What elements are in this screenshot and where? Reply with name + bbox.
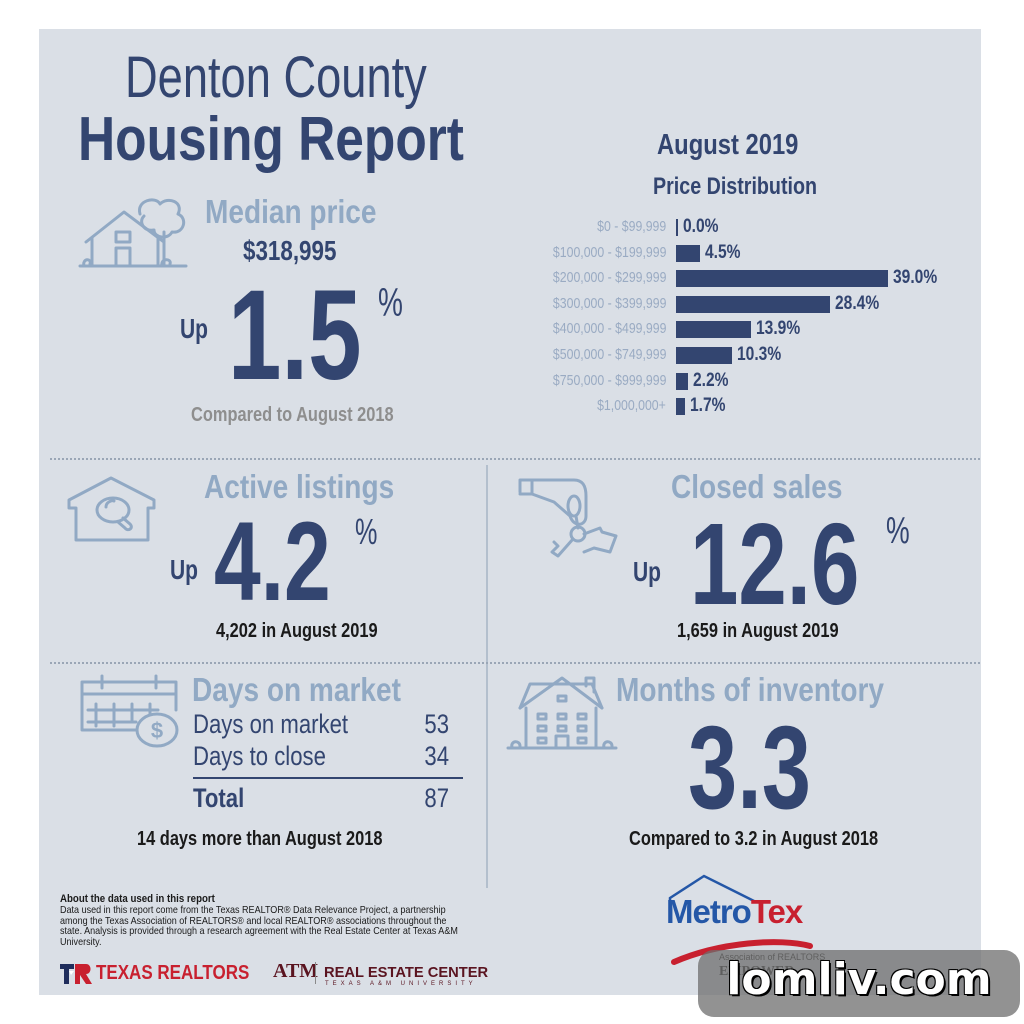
median-price-title: Median price	[205, 193, 377, 230]
chart-category-label: $400,000 - $499,999	[552, 320, 666, 337]
real-estate-center-sub: TEXAS A&M UNIVERSITY	[325, 981, 477, 987]
months-inventory-value: 3.3	[688, 702, 812, 834]
real-estate-center-logo[interactable]: REAL ESTATE CENTER	[324, 964, 489, 981]
chart-bar	[676, 373, 688, 390]
metrotex-logo-icon[interactable]	[660, 872, 860, 972]
chart-bar-value: 1.7%	[690, 395, 726, 416]
dom-row-total: Total 87	[193, 783, 449, 813]
house-search-icon	[67, 476, 156, 542]
median-price-direction: Up	[180, 313, 208, 344]
months-inventory-title: Months of inventory	[616, 671, 885, 708]
chart-bar-value: 28.4%	[835, 293, 880, 314]
chart-bar-value: 10.3%	[736, 344, 782, 365]
chart-bar	[676, 347, 732, 364]
hand-keys-icon	[518, 478, 618, 558]
dom-row-label: Days to close	[193, 741, 326, 771]
chart-bar	[676, 219, 678, 236]
chart-category-label: $0 - $99,999	[596, 218, 666, 235]
active-listings-change: 4.2	[214, 499, 331, 624]
chart-bar	[676, 321, 752, 338]
months-inventory-comparison: Compared to 3.2 in August 2018	[629, 828, 879, 850]
chart-bar-value: 39.0%	[892, 267, 937, 288]
chart-bar-value: 2.2%	[692, 370, 729, 391]
closed-sales-direction: Up	[633, 556, 661, 587]
days-on-market-comparison: 14 days more than August 2018	[137, 828, 383, 850]
chart-category-label: $750,000 - $999,999	[552, 372, 666, 389]
chart-bar-value: 0.0%	[683, 216, 719, 237]
atm-logo: ATM	[273, 960, 319, 982]
chart-category-label: $500,000 - $749,999	[552, 346, 666, 363]
house-tree-icon	[78, 198, 188, 268]
dom-row-days-to-close: Days to close 34	[193, 741, 449, 771]
chart-category-label: $300,000 - $399,999	[552, 295, 666, 312]
metrotex-tex: Tex	[750, 893, 803, 930]
closed-sales-title: Closed sales	[671, 468, 843, 505]
median-price-comparison: Compared to August 2018	[191, 404, 394, 426]
active-listings-detail: 4,202 in August 2019	[216, 620, 378, 642]
report-month: August 2019	[657, 129, 799, 161]
dom-row-value: 53	[424, 709, 449, 739]
apartment-building-icon	[506, 676, 618, 750]
texas-realtors-text: TEXAS REALTORS	[96, 962, 250, 984]
dom-row-label: Days on market	[193, 709, 349, 739]
texas-realtors-mark-icon	[60, 963, 92, 984]
closed-sales-change: 12.6	[690, 499, 860, 629]
dom-total-value: 87	[424, 783, 449, 813]
calendar-dollar-icon: $	[80, 674, 179, 748]
dom-total-label: Total	[193, 783, 245, 813]
active-listings-percent: %	[355, 511, 378, 552]
texas-realtors-logo[interactable]: TEXAS REALTORS	[60, 962, 276, 985]
price-distribution-title: Price Distribution	[653, 173, 818, 200]
active-listings-direction: Up	[170, 554, 198, 585]
metrotex-wordmark: MetroTex	[666, 893, 803, 931]
chart-category-label: $200,000 - $299,999	[552, 269, 666, 286]
chart-category-label: $1,000,000+	[597, 397, 666, 414]
dom-total-rule	[193, 777, 463, 779]
separator-horizontal-1	[50, 458, 980, 460]
chart-bar	[676, 398, 686, 415]
closed-sales-percent: %	[886, 510, 910, 552]
metrotex-metro: Metro	[666, 893, 752, 930]
chart-bar-value: 4.5%	[705, 242, 741, 263]
chart-category-label: $100,000 - $199,999	[552, 244, 666, 261]
chart-bar	[676, 296, 831, 313]
separator-vertical	[486, 465, 488, 888]
active-listings-title: Active listings	[204, 468, 395, 505]
closed-sales-detail: 1,659 in August 2019	[677, 620, 839, 642]
median-price-change: 1.5	[228, 264, 362, 407]
chart-bar-value: 13.9%	[756, 318, 801, 339]
title-report: Housing Report	[78, 105, 464, 174]
logo-divider	[315, 962, 316, 984]
median-price-value: $318,995	[243, 235, 337, 266]
svg-text:$: $	[151, 718, 163, 743]
median-price-percent: %	[378, 281, 403, 325]
dom-row-value: 34	[424, 741, 449, 771]
chart-bar	[676, 245, 701, 262]
dom-row-days-on-market: Days on market 53	[193, 709, 449, 739]
days-on-market-title: Days on market	[192, 671, 401, 708]
about-body: Data used in this report come from the T…	[60, 904, 458, 948]
separator-horizontal-2	[50, 662, 980, 664]
title-county: Denton County	[125, 45, 427, 110]
about-heading: About the data used in this report	[60, 893, 215, 905]
watermark-badge: lomliv.com	[698, 950, 1020, 1017]
chart-bar	[676, 270, 888, 287]
watermark-text: lomliv.com	[726, 954, 992, 1005]
report-panel	[39, 29, 981, 995]
